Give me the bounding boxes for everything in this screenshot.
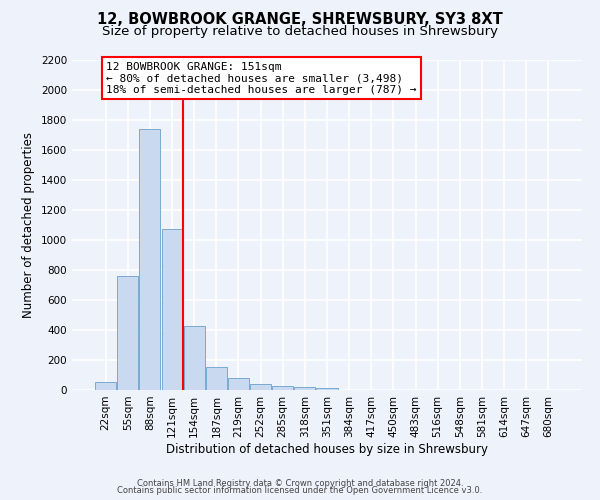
Bar	[184, 326, 205, 390]
Bar	[161, 229, 182, 390]
Bar	[206, 367, 227, 390]
Y-axis label: Number of detached properties: Number of detached properties	[22, 132, 35, 318]
Bar	[139, 129, 160, 390]
Text: Contains public sector information licensed under the Open Government Licence v3: Contains public sector information licen…	[118, 486, 482, 495]
Bar	[228, 378, 249, 390]
Text: 12, BOWBROOK GRANGE, SHREWSBURY, SY3 8XT: 12, BOWBROOK GRANGE, SHREWSBURY, SY3 8XT	[97, 12, 503, 28]
Bar	[295, 387, 316, 390]
Bar	[316, 388, 338, 390]
Bar	[272, 386, 293, 390]
Bar	[250, 384, 271, 390]
Text: Size of property relative to detached houses in Shrewsbury: Size of property relative to detached ho…	[102, 25, 498, 38]
Bar	[95, 382, 116, 390]
Text: 12 BOWBROOK GRANGE: 151sqm
← 80% of detached houses are smaller (3,498)
18% of s: 12 BOWBROOK GRANGE: 151sqm ← 80% of deta…	[106, 62, 416, 94]
X-axis label: Distribution of detached houses by size in Shrewsbury: Distribution of detached houses by size …	[166, 442, 488, 456]
Bar	[118, 276, 139, 390]
Text: Contains HM Land Registry data © Crown copyright and database right 2024.: Contains HM Land Registry data © Crown c…	[137, 478, 463, 488]
